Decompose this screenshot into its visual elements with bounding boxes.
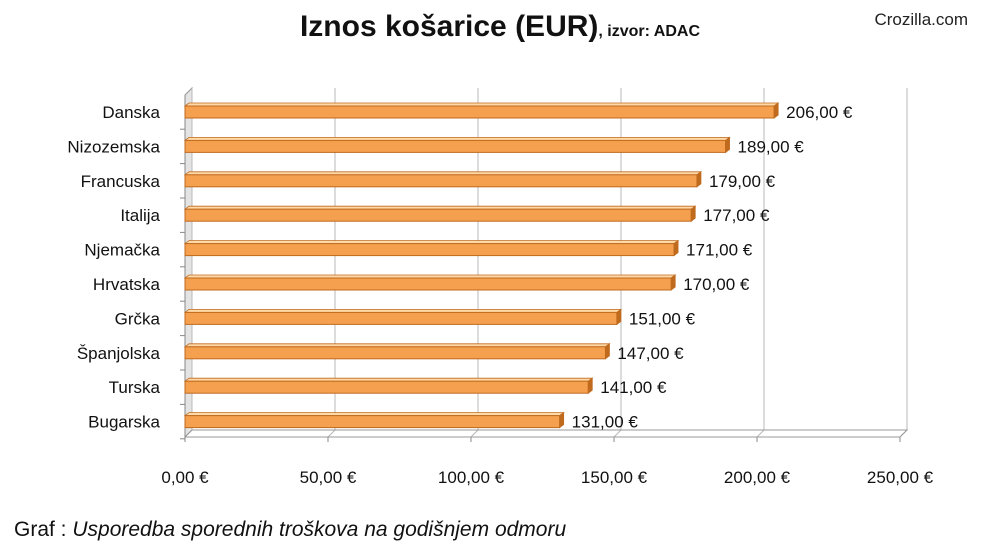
category-label: Italija [120,206,160,225]
x-tick-label: 100,00 € [438,468,505,487]
x-tick-label: 200,00 € [724,468,791,487]
value-label: 151,00 € [629,309,696,328]
value-label: 179,00 € [709,172,776,191]
bar-front-face [184,139,727,153]
figure-caption: Graf : Usporedba sporednih troškova na g… [14,518,566,542]
bar-front-face [184,311,618,325]
bar [183,411,565,429]
value-label: 206,00 € [786,103,853,122]
category-label: Bugarska [88,413,160,432]
bar-end-cap [690,205,696,222]
value-label: 171,00 € [686,241,753,260]
bar [183,239,680,257]
value-label: 131,00 € [572,413,639,432]
bar [183,342,611,360]
category-label: Nizozemska [67,137,160,156]
bar-end-cap [670,274,676,291]
bar-front-face [184,380,589,394]
bar-front-face [184,415,561,429]
value-label: 141,00 € [600,378,667,397]
bar [183,171,703,188]
bar-end-cap [559,411,565,429]
bar-end-cap [616,308,622,326]
bar-end-cap [773,102,779,119]
bar-end-cap [696,171,702,188]
bar-front-face [184,346,606,360]
x-tick-label: 150,00 € [581,468,648,487]
bar [183,308,623,326]
chart-title-main: Iznos košarice (EUR) [299,10,599,43]
bar [183,205,697,222]
category-label: Grčka [115,309,161,328]
gridline [899,88,908,438]
x-tick-label: 50,00 € [300,468,357,487]
bar [183,274,677,291]
caption-text: Usporedba sporednih troškova na godišnje… [72,518,567,541]
grid-layer [180,86,909,442]
chart-title: Iznos košarice (EUR), izvor: ADAC [0,10,1000,44]
value-label: 177,00 € [703,206,770,225]
caption-prefix: Graf : [14,518,73,541]
bar-end-cap [673,239,679,257]
category-label: Turska [109,378,161,397]
watermark: Crozilla.com [874,10,968,29]
bar-end-cap [587,377,593,395]
label-layer: 0,00 € 50,00 € 100,00 € 150,00 € 200,00 € 250… [67,103,933,487]
bar-front-face [184,208,692,222]
bar [183,136,731,154]
category-label: Hrvatska [93,275,161,294]
x-tick-label: 250,00 € [867,468,934,487]
bar-end-cap [725,136,730,154]
bar-front-face [184,277,672,291]
floor [183,429,909,438]
value-label: 147,00 € [617,344,684,363]
category-label: Španjolska [77,344,161,363]
value-label: 170,00 € [683,275,750,294]
bar-front-face [184,105,775,119]
bar-end-cap [605,342,610,360]
bar [183,377,594,395]
bar [183,102,780,119]
bar-front-face [184,174,698,188]
category-label: Danska [102,103,160,122]
chart-title-source: , izvor: ADAC [598,23,701,40]
value-label: 189,00 € [738,137,805,156]
bar-layer [183,102,780,429]
category-label: Francuska [81,172,161,191]
category-label: Njemačka [84,241,160,260]
x-tick-label: 0,00 € [161,468,209,487]
bar-front-face [184,243,675,257]
bar-chart: 0,00 € 50,00 € 100,00 € 150,00 € 200,00 € 250… [67,86,934,487]
